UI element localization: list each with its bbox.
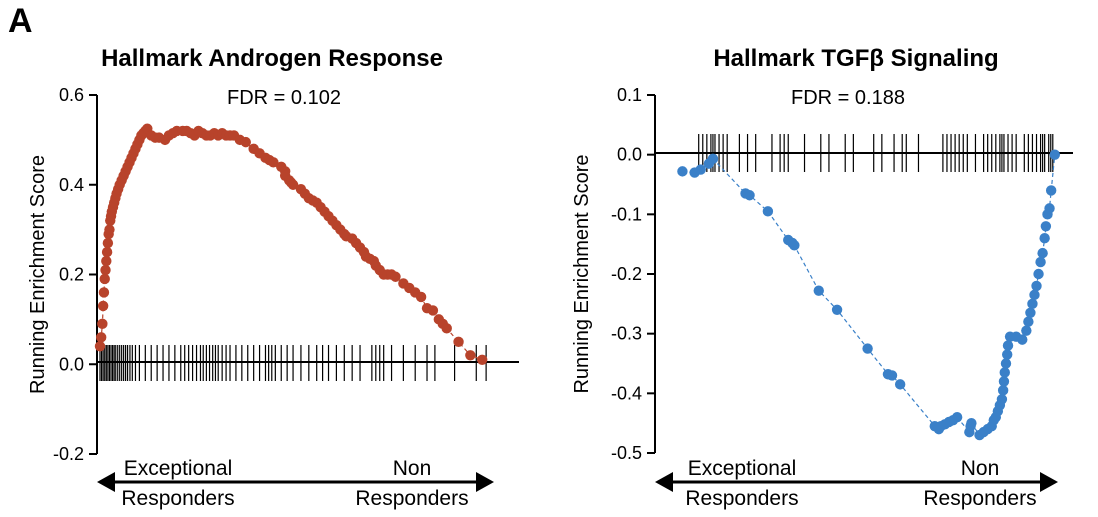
left-data-point bbox=[415, 291, 427, 303]
left-y-tick-label: 0.2 bbox=[59, 265, 84, 285]
left-data-point bbox=[453, 336, 464, 348]
right-data-point bbox=[894, 379, 906, 390]
left-data-point bbox=[465, 350, 476, 361]
right-data-point bbox=[762, 206, 774, 217]
left-data-point bbox=[100, 264, 111, 276]
right-data-point bbox=[1002, 340, 1014, 351]
left-data-point bbox=[102, 237, 114, 249]
left-data-point bbox=[390, 271, 401, 282]
right-arrow-head-left bbox=[655, 472, 673, 492]
left-series-line bbox=[99, 127, 483, 361]
left-y-axis-label: Running Enrichment Score bbox=[27, 155, 49, 394]
left-y-tick-label: 0.4 bbox=[59, 175, 84, 195]
left-data-point bbox=[97, 300, 109, 312]
left-non-responders-label: Responders bbox=[355, 487, 468, 510]
right-data-point bbox=[1044, 203, 1055, 214]
right-data-point bbox=[966, 417, 977, 429]
right-data-point bbox=[1017, 334, 1028, 345]
right-data-point bbox=[886, 370, 898, 381]
right-data-point bbox=[1002, 349, 1013, 360]
left-data-point bbox=[99, 273, 110, 285]
right-data-point bbox=[831, 304, 843, 315]
right-y-tick-label: -0.2 bbox=[611, 264, 642, 284]
left-exceptional-label: Exceptional bbox=[124, 457, 233, 480]
right-data-point bbox=[1033, 268, 1044, 280]
right-exceptional-responders-label: Responders bbox=[685, 487, 798, 510]
right-data-point bbox=[1025, 307, 1036, 318]
right-y-axis-label: Running Enrichment Score bbox=[571, 154, 593, 393]
right-non-label: Non bbox=[961, 457, 1000, 480]
right-data-point bbox=[1039, 233, 1050, 244]
left-data-point bbox=[287, 179, 299, 190]
right-data-point bbox=[1029, 289, 1040, 301]
right-data-point bbox=[862, 343, 873, 354]
right-data-point bbox=[997, 385, 1009, 396]
right-data-point bbox=[1023, 316, 1034, 327]
right-data-point bbox=[1031, 280, 1042, 292]
right-data-point bbox=[1035, 256, 1046, 268]
left-data-point bbox=[101, 255, 112, 267]
right-y-tick-label: -0.1 bbox=[611, 204, 642, 224]
right-arrow-head-right bbox=[1040, 472, 1058, 492]
left-data-point bbox=[95, 332, 107, 343]
left-arrow-head-right bbox=[476, 472, 494, 492]
left-data-point bbox=[476, 354, 488, 365]
right-data-point bbox=[1021, 325, 1032, 336]
left-data-point bbox=[268, 157, 279, 168]
right-data-point bbox=[707, 153, 719, 165]
left-data-point bbox=[97, 318, 108, 330]
right-y-tick-label: -0.5 bbox=[611, 443, 642, 463]
left-non-label: Non bbox=[393, 457, 432, 480]
left-exceptional-responders-label: Responders bbox=[121, 487, 234, 510]
left-data-point bbox=[427, 305, 439, 316]
left-chart-title: Hallmark Androgen Response bbox=[101, 45, 443, 72]
right-data-point bbox=[951, 412, 963, 423]
left-arrow-head-left bbox=[97, 472, 115, 492]
left-chart-fdr: FDR = 0.102 bbox=[227, 87, 341, 109]
right-data-point bbox=[1037, 247, 1048, 259]
left-data-point bbox=[104, 224, 115, 235]
right-y-tick-label: 0.1 bbox=[617, 85, 642, 105]
left-data-point bbox=[98, 287, 110, 298]
right-data-point bbox=[813, 285, 824, 296]
right-data-point bbox=[999, 367, 1010, 378]
right-y-tick-label: -0.3 bbox=[611, 324, 642, 344]
right-non-responders-label: Responders bbox=[923, 487, 1036, 510]
left-y-tick-label: 0.6 bbox=[59, 85, 84, 105]
right-data-point bbox=[996, 394, 1008, 405]
right-data-point bbox=[1045, 185, 1057, 196]
left-data-point bbox=[240, 136, 251, 148]
left-data-point bbox=[101, 246, 113, 258]
right-exceptional-label: Exceptional bbox=[688, 457, 797, 480]
right-y-tick-label: -0.4 bbox=[611, 383, 642, 403]
right-data-point bbox=[1040, 221, 1052, 232]
right-chart-fdr: FDR = 0.188 bbox=[791, 87, 905, 109]
right-data-point bbox=[1027, 298, 1038, 310]
right-data-point bbox=[677, 166, 688, 177]
right-y-tick-label: 0.0 bbox=[617, 145, 642, 165]
left-y-tick-label: 0.0 bbox=[59, 354, 84, 374]
panel-label: A bbox=[8, 2, 33, 40]
right-data-point bbox=[1000, 358, 1012, 369]
left-y-tick-label: -0.2 bbox=[53, 444, 84, 464]
left-data-point bbox=[441, 323, 452, 334]
right-data-point bbox=[744, 190, 755, 201]
right-data-point bbox=[789, 240, 800, 251]
right-chart-title: Hallmark TGFβ Signaling bbox=[713, 45, 998, 72]
right-data-point bbox=[998, 376, 1010, 387]
left-data-point bbox=[94, 341, 106, 352]
right-data-point bbox=[695, 164, 706, 175]
right-data-point bbox=[1049, 149, 1061, 160]
